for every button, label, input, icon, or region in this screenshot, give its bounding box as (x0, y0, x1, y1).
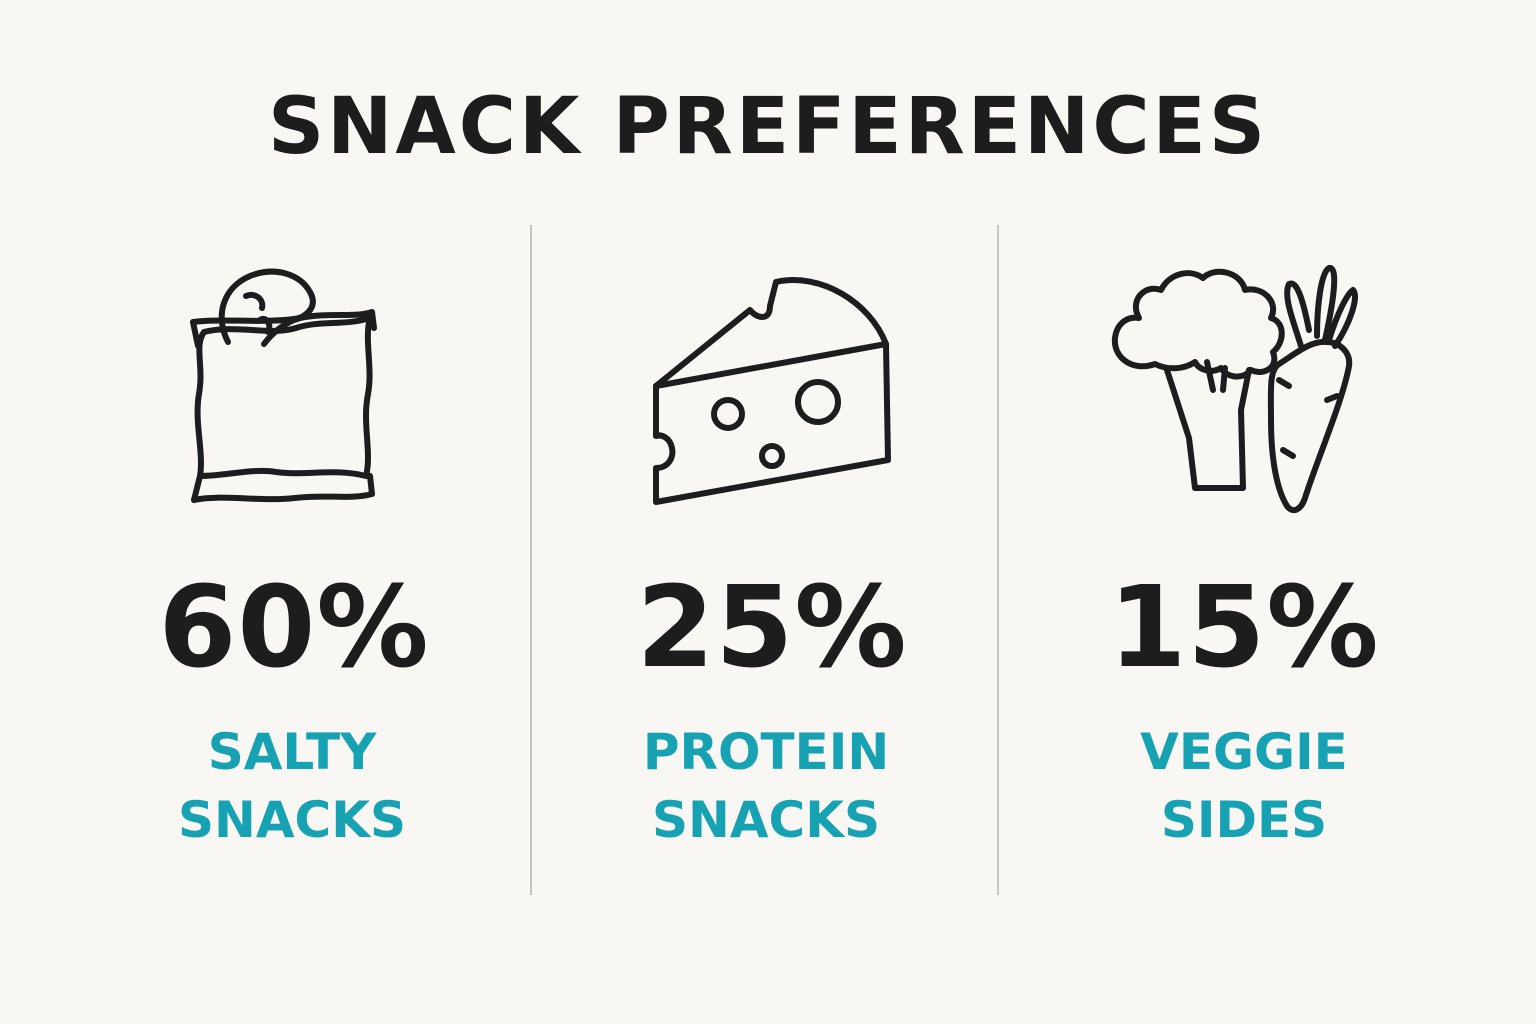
veggie-sides-value: 15% (1108, 563, 1380, 693)
label-line: SIDES (1160, 791, 1328, 849)
veggie-sides-label: VEGGIE SIDES (1044, 718, 1444, 854)
salty-snacks-value: 60% (158, 563, 430, 693)
label-line: PROTEIN (642, 723, 890, 781)
broccoli-carrot-icon (1103, 260, 1363, 520)
label-line: SNACKS (177, 791, 406, 849)
column-divider (530, 225, 532, 895)
protein-snacks-label: PROTEIN SNACKS (566, 718, 966, 854)
label-line: SNACKS (651, 791, 880, 849)
label-line: SALTY (207, 723, 377, 781)
label-line: VEGGIE (1140, 723, 1348, 781)
protein-snacks-value: 25% (636, 563, 908, 693)
chip-bag-icon (160, 262, 420, 522)
column-divider (997, 225, 999, 895)
salty-snacks-label: SALTY SNACKS (92, 718, 492, 854)
cheese-icon (640, 262, 900, 522)
chart-title: SNACK PREFERENCES (267, 82, 1269, 172)
